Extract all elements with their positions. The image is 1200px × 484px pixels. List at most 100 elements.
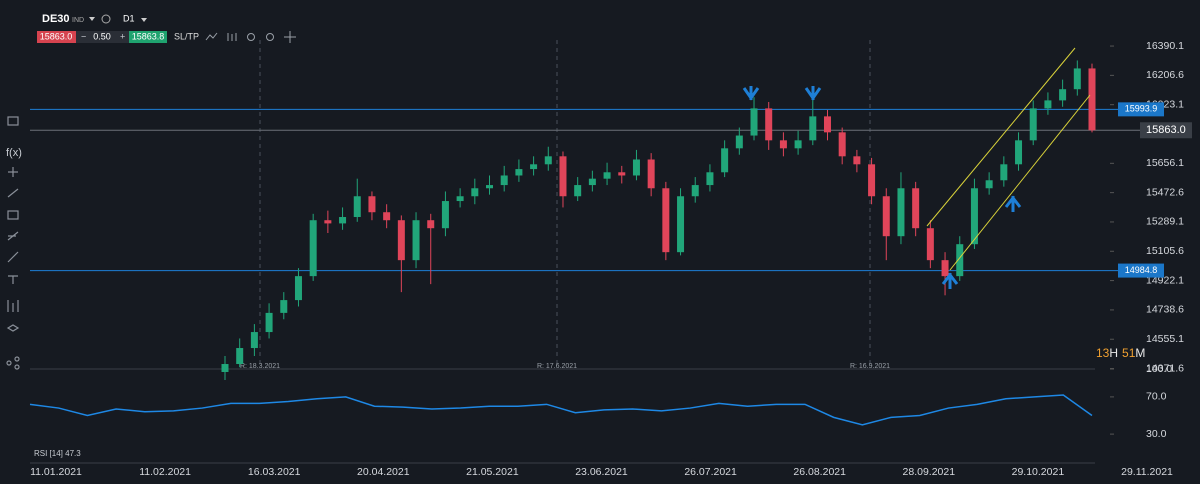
timer-part: 51 (1122, 346, 1136, 360)
candle-body (515, 169, 523, 176)
candle-body (588, 178, 596, 186)
candle-body (353, 196, 361, 218)
candle-body (368, 196, 376, 213)
candle-body (706, 172, 714, 186)
sltp[interactable]: SL/TP (174, 31, 199, 41)
candle-body (1044, 100, 1052, 109)
candle-body (500, 175, 508, 186)
minus[interactable]: − (81, 31, 86, 41)
bar-timer: 13H 51M (1096, 346, 1145, 360)
candle-body (221, 364, 229, 372)
x-tick-label: 28.09.2021 (903, 466, 956, 478)
candle-body (280, 300, 288, 313)
rsi-tick-label: 70.0 (1146, 391, 1167, 403)
candle-body (309, 220, 317, 277)
candle-body (1073, 68, 1081, 90)
clock-icon[interactable] (101, 14, 111, 24)
dropdown[interactable] (141, 18, 147, 22)
rsi-tick-label: 30.0 (1146, 428, 1167, 440)
candle-body (574, 185, 582, 197)
candle-body (662, 188, 670, 253)
chart-tools[interactable] (205, 31, 296, 43)
sell-price[interactable]: 15863.0 (40, 31, 73, 41)
level-tag (1118, 263, 1164, 278)
rsi-line (29, 394, 1093, 426)
candle-body (324, 220, 332, 224)
buy-price[interactable]: 15863.8 (132, 31, 165, 41)
x-tick-label: 23.06.2021 (575, 466, 628, 478)
y-tick-label: 15656.1 (1146, 157, 1184, 169)
y-tick-label: 15105.6 (1146, 245, 1184, 257)
candle-body (970, 188, 978, 245)
level-label: 15993.9 (1125, 104, 1158, 114)
candle-body (471, 188, 479, 197)
candle-body (427, 220, 435, 229)
candle-body (677, 196, 685, 253)
candle-body (779, 140, 787, 149)
y-tick-label: 14371.6 (1146, 362, 1184, 374)
y-tick-label: 15289.1 (1146, 216, 1184, 228)
candle-body (926, 228, 934, 261)
candle-body (956, 244, 964, 277)
y-tick-label: 16390.1 (1146, 40, 1184, 52)
x-tick-label: 29.11.2021 (1121, 466, 1173, 478)
sell-button[interactable] (37, 31, 76, 43)
candle-body (853, 156, 861, 165)
y-tick-label: 16206.6 (1146, 69, 1184, 81)
x-tick-label: 26.07.2021 (684, 466, 737, 478)
timeframe[interactable]: D1 (123, 13, 135, 23)
current-price-tag (1140, 122, 1192, 139)
x-tick-label: 11.01.2021 (30, 466, 82, 478)
candle-body (632, 159, 640, 176)
x-tick-label: 20.04.2021 (357, 466, 410, 478)
candle-body (838, 132, 846, 157)
plus[interactable]: + (120, 31, 125, 41)
y-tick-label: 14555.1 (1146, 333, 1184, 345)
candle-body (383, 212, 391, 221)
candle-body (530, 164, 538, 170)
spread-box (76, 31, 129, 43)
symbol[interactable]: DE30 (42, 13, 70, 25)
candle-body (765, 108, 773, 141)
candle-body (750, 108, 758, 136)
rollover-label: R: 16.9.2021 (850, 363, 890, 370)
candle-body (794, 140, 802, 149)
timer-part: 13 (1096, 346, 1110, 360)
candle-body (559, 156, 567, 197)
x-tick-label: 16.03.2021 (248, 466, 301, 478)
rollover-label: R: 18.3.2021 (240, 363, 280, 370)
signal-arrows (742, 86, 1022, 289)
tool-strip[interactable] (6, 116, 20, 370)
candle-body (735, 135, 743, 149)
candle-body (1015, 140, 1023, 165)
candle-body (1088, 68, 1096, 131)
candle-body (250, 332, 258, 349)
candle-body (339, 217, 347, 224)
candle-body (265, 312, 273, 333)
candle-body (397, 220, 405, 261)
buy-button[interactable] (129, 31, 167, 43)
current-price-label: 15863.0 (1146, 124, 1186, 136)
candle-body (236, 348, 244, 365)
candle-body (1000, 164, 1008, 181)
candle-body (721, 148, 729, 173)
candle-body (618, 172, 626, 176)
candle-body (412, 220, 420, 261)
candle-body (882, 196, 890, 237)
rsi-label: RSI [14] 47.3 (34, 449, 81, 458)
y-tick-label: 15472.6 (1146, 186, 1184, 198)
candle-body (912, 188, 920, 229)
symbol-type: IND (72, 17, 84, 24)
candle-body (486, 185, 494, 189)
candle-body (809, 116, 817, 141)
level-label: 14984.8 (1125, 265, 1158, 275)
candle-body (456, 196, 464, 202)
candle-body (647, 159, 655, 189)
trend-channel (926, 47, 1091, 271)
fx-icon[interactable]: f(x) (6, 147, 22, 159)
rsi-tick-label: 100.0 (1146, 363, 1172, 375)
dropdown[interactable] (89, 17, 95, 21)
